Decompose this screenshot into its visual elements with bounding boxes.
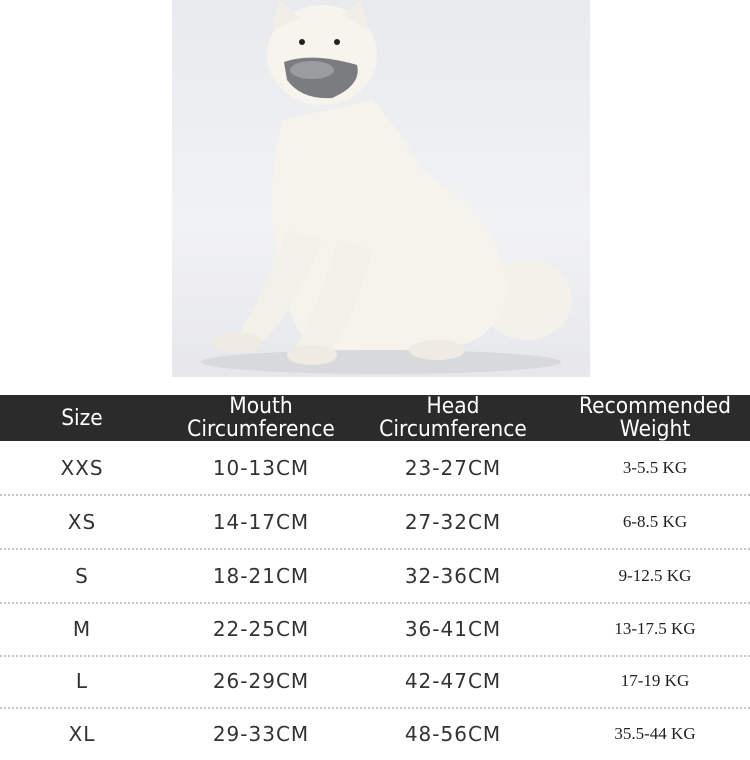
dog-illustration: [201, 0, 572, 374]
cell-size: L: [75, 668, 89, 693]
cell-head: 23-27CM: [404, 455, 502, 480]
cell-weight: 9-12.5 KG: [618, 565, 692, 585]
table-row: XXS 10-13CM 23-27CM 3-5.5 KG: [0, 441, 750, 496]
header-label-line2: Circumference: [187, 417, 335, 442]
cell-mouth: 14-17CM: [212, 509, 310, 534]
cell-head: 36-41CM: [404, 616, 502, 641]
cell-mouth: 22-25CM: [212, 616, 310, 641]
cell-mouth: 18-21CM: [212, 563, 310, 588]
table-row: XS 14-17CM 27-32CM 6-8.5 KG: [0, 495, 750, 550]
cell-mouth: 10-13CM: [212, 455, 310, 480]
header-recommended-weight: Recommended Weight: [568, 395, 743, 441]
header-size-label: Size: [61, 405, 103, 431]
header-mouth-circumference: Mouth Circumference: [187, 394, 335, 442]
cell-weight: 6-8.5 KG: [622, 511, 688, 531]
cell-mouth: 29-33CM: [212, 721, 310, 746]
cell-mouth: 26-29CM: [212, 668, 310, 693]
header-head-circumference: Head Circumference: [379, 394, 527, 442]
product-photo-dog-with-muzzle: [172, 0, 590, 377]
header-size: Size: [36, 395, 128, 441]
cell-weight: 35.5-44 KG: [614, 723, 696, 743]
cell-head: 48-56CM: [404, 721, 502, 746]
table-row: L 26-29CM 42-47CM 17-19 KG: [0, 654, 750, 709]
cell-weight: 3-5.5 KG: [622, 457, 688, 477]
table-row: M 22-25CM 36-41CM 13-17.5 KG: [0, 602, 750, 657]
header-label-line1: Recommended: [578, 394, 731, 419]
table-row: XL 29-33CM 48-56CM 35.5-44 KG: [0, 707, 750, 760]
header-label-line1: Mouth: [229, 394, 293, 419]
cell-size: XL: [68, 721, 96, 746]
cell-head: 27-32CM: [404, 509, 502, 534]
cell-weight: 13-17.5 KG: [614, 618, 696, 638]
header-label-line2: Weight: [619, 417, 691, 442]
cell-size: M: [72, 616, 92, 641]
cell-weight: 17-19 KG: [620, 670, 690, 690]
size-table-header: Size Mouth Circumference Head Circumfere…: [0, 395, 750, 441]
cell-head: 32-36CM: [404, 563, 502, 588]
cell-head: 42-47CM: [404, 668, 502, 693]
cell-size: S: [75, 563, 89, 588]
cell-size: XS: [67, 509, 97, 534]
header-label-line1: Head: [426, 394, 480, 419]
header-label-line2: Circumference: [379, 417, 527, 442]
table-row: S 18-21CM 32-36CM 9-12.5 KG: [0, 549, 750, 604]
cell-size: XXS: [60, 455, 104, 480]
